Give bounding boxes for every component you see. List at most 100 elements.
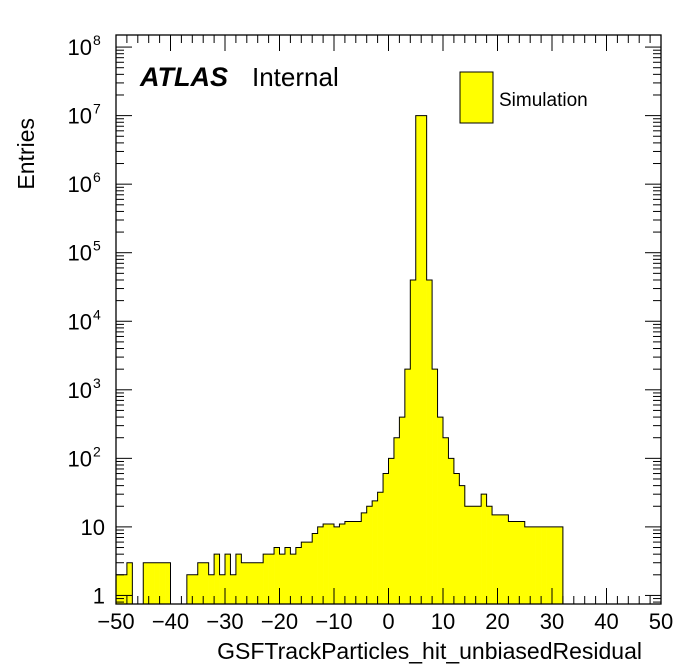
histogram-bin bbox=[361, 512, 367, 604]
y-tick-exponent: 6 bbox=[93, 169, 101, 185]
histogram-bin bbox=[464, 506, 471, 604]
histogram-bin bbox=[279, 554, 286, 604]
x-tick-label: 20 bbox=[485, 609, 509, 634]
x-tick-label: 50 bbox=[649, 609, 673, 634]
x-tick-label: −40 bbox=[152, 609, 189, 634]
histogram-bin bbox=[399, 417, 406, 604]
histogram-bin bbox=[268, 554, 275, 604]
histogram-bin bbox=[437, 417, 444, 604]
histogram-bin bbox=[143, 562, 149, 604]
x-tick-label: 40 bbox=[594, 609, 618, 634]
histogram-bin bbox=[334, 526, 340, 604]
histogram-bin bbox=[508, 521, 515, 604]
histogram-bin bbox=[470, 506, 476, 604]
histogram-bin bbox=[116, 574, 122, 604]
histogram-bin bbox=[404, 369, 411, 604]
histogram-bin bbox=[535, 526, 542, 604]
histogram-bin bbox=[459, 485, 466, 604]
histogram-bin bbox=[284, 547, 291, 604]
histogram-bin bbox=[339, 524, 346, 604]
histogram-bin bbox=[366, 506, 373, 604]
histogram-bin bbox=[492, 514, 498, 604]
histogram-outline bbox=[116, 115, 661, 605]
histogram-bin bbox=[443, 437, 449, 604]
histogram-bin bbox=[344, 521, 351, 604]
histogram-bin bbox=[208, 574, 215, 604]
x-tick-label: 10 bbox=[431, 609, 455, 634]
histogram-bin bbox=[225, 554, 231, 604]
histogram-bin bbox=[497, 514, 504, 604]
histogram-bin bbox=[230, 574, 237, 604]
histogram-bin bbox=[214, 554, 220, 604]
histogram-bin bbox=[295, 547, 302, 604]
y-tick-exponent: 4 bbox=[93, 306, 101, 322]
histogram-bin bbox=[252, 562, 258, 604]
histogram-bin bbox=[546, 526, 553, 604]
histogram-bin bbox=[486, 506, 493, 604]
histogram-bin bbox=[148, 562, 155, 604]
histogram-bin bbox=[323, 524, 329, 604]
axis-ticks bbox=[115, 35, 662, 604]
histogram-bin bbox=[165, 562, 171, 604]
y-tick-label: 10 bbox=[68, 241, 92, 266]
y-tick-label: 10 bbox=[81, 515, 105, 540]
y-tick-exponent: 5 bbox=[93, 238, 101, 254]
histogram-bin bbox=[530, 526, 536, 604]
histogram-bin bbox=[350, 521, 357, 604]
histogram-bin bbox=[502, 514, 509, 604]
histogram-bin bbox=[557, 526, 564, 604]
histogram-bin bbox=[453, 473, 460, 604]
histogram-bin bbox=[312, 533, 318, 604]
y-tick-exponent: 8 bbox=[93, 32, 101, 48]
y-tick-label: 10 bbox=[68, 446, 92, 471]
histogram-bin bbox=[415, 115, 422, 604]
histogram-bin bbox=[159, 562, 166, 604]
legend-swatch bbox=[459, 71, 494, 124]
y-tick-label: 10 bbox=[68, 35, 92, 60]
y-tick-exponent: 3 bbox=[93, 375, 101, 391]
histogram-bin bbox=[263, 554, 269, 604]
x-tick-label: −30 bbox=[206, 609, 243, 634]
histogram-bin bbox=[355, 521, 362, 604]
atlas-label: ATLAS bbox=[139, 62, 228, 92]
x-tick-label: 30 bbox=[540, 609, 564, 634]
histogram-bin bbox=[246, 562, 253, 604]
histogram-bin bbox=[154, 562, 160, 604]
y-axis-title: Entries bbox=[13, 118, 39, 190]
histogram-bin bbox=[290, 554, 297, 604]
histogram-bars bbox=[116, 115, 661, 605]
histogram-bin bbox=[219, 574, 226, 604]
histogram-bin bbox=[388, 458, 395, 604]
histogram-bin bbox=[257, 562, 264, 604]
internal-label: Internal bbox=[252, 62, 339, 92]
y-tick-label: 10 bbox=[68, 104, 92, 129]
histogram-bin bbox=[475, 506, 482, 604]
histogram-bin bbox=[328, 524, 335, 604]
y-tick-exponent: 7 bbox=[93, 101, 101, 117]
plot-frame bbox=[115, 34, 662, 605]
y-tick-label: 1 bbox=[93, 583, 105, 608]
histogram-bin bbox=[524, 526, 531, 604]
histogram-bin bbox=[372, 500, 378, 604]
x-tick-label: −50 bbox=[97, 609, 134, 634]
histogram-bin bbox=[426, 279, 433, 604]
y-tick-label: 10 bbox=[68, 309, 92, 334]
histogram-bin bbox=[241, 562, 248, 604]
x-tick-labels: −50 −40 −30 −20 −10 0 10 20 30 40 50 bbox=[97, 609, 673, 634]
histogram-bin bbox=[274, 547, 280, 604]
y-tick-exponent: 2 bbox=[93, 443, 101, 459]
histogram-bin bbox=[552, 526, 558, 604]
x-tick-label: 0 bbox=[382, 609, 394, 634]
x-tick-label: −10 bbox=[315, 609, 352, 634]
histogram-bin bbox=[126, 562, 133, 604]
histogram-bin bbox=[377, 492, 384, 604]
histogram-bin bbox=[432, 369, 438, 604]
histogram-bin bbox=[235, 554, 242, 604]
y-tick-label: 10 bbox=[68, 378, 92, 403]
histogram-bin bbox=[393, 437, 400, 604]
x-tick-label: −20 bbox=[261, 609, 298, 634]
histogram-bin bbox=[421, 115, 427, 604]
histogram-bin bbox=[448, 458, 455, 604]
